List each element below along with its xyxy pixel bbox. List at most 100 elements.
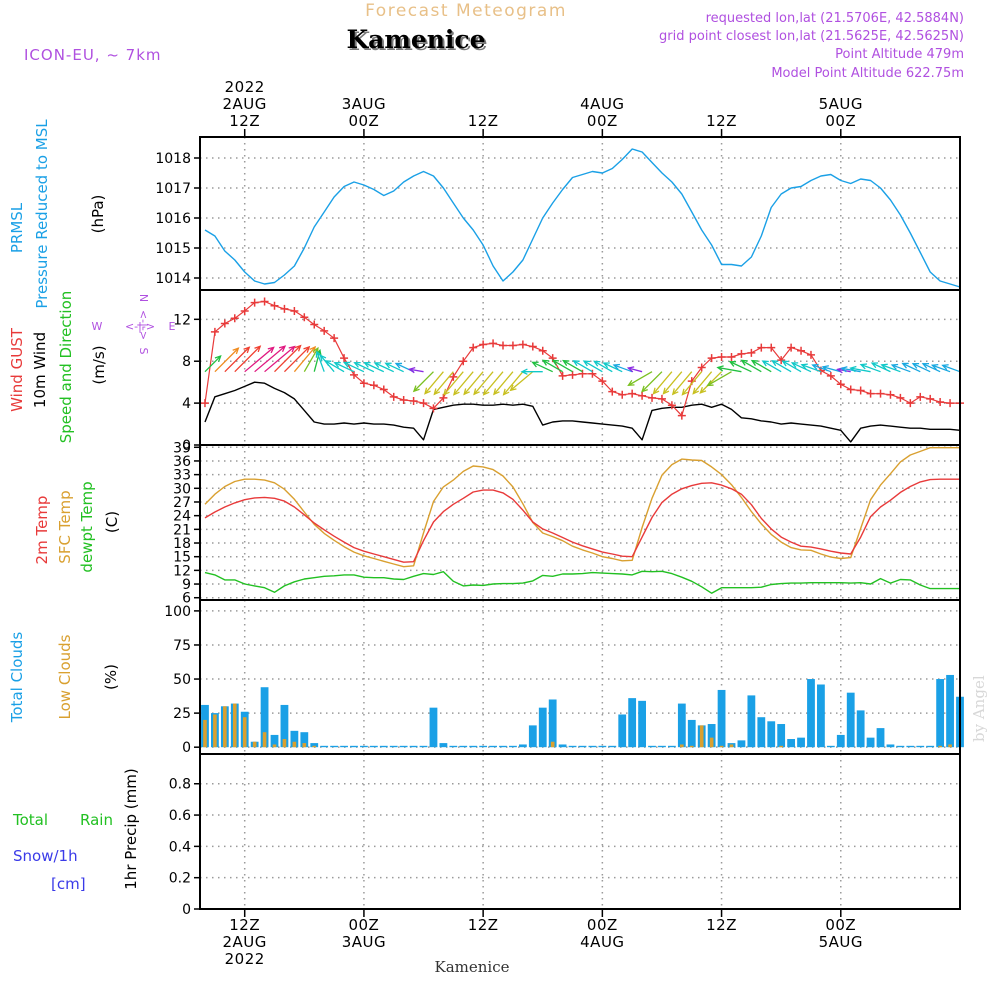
total-cloud-bar bbox=[618, 714, 627, 748]
wind-arrow bbox=[303, 347, 319, 373]
compass-north: N bbox=[137, 294, 150, 302]
gust-marker bbox=[727, 353, 736, 362]
wind-arrow bbox=[483, 371, 504, 396]
wind-arrow bbox=[316, 351, 325, 372]
total-cloud-bar bbox=[797, 737, 805, 748]
wind-arrow bbox=[662, 371, 683, 394]
temp-unit: (C) bbox=[103, 511, 121, 533]
y-tick-label: 75 bbox=[173, 638, 191, 654]
wind-arrow bbox=[542, 359, 563, 373]
wind-arrow-head bbox=[582, 360, 591, 367]
wind-arrow-head bbox=[482, 388, 490, 396]
total-cloud-bar bbox=[906, 745, 915, 748]
gust-marker bbox=[220, 319, 229, 328]
top-time-label: 00Z bbox=[825, 112, 856, 130]
total-cloud-bar bbox=[290, 730, 299, 748]
total-clouds-label: Total Clouds bbox=[8, 632, 26, 724]
location-title-main: Kamenice bbox=[346, 25, 485, 54]
wind-arrow bbox=[552, 359, 573, 373]
gust-marker bbox=[340, 354, 349, 363]
wind-arrow-head bbox=[602, 362, 610, 369]
frame-layer bbox=[194, 129, 961, 917]
wind-arrow-head bbox=[890, 363, 899, 370]
top-time-label: 2AUG bbox=[222, 95, 266, 113]
gust-marker bbox=[479, 340, 488, 349]
wind-direction-label: Speed and Direction bbox=[57, 291, 75, 444]
total-cloud-bar bbox=[429, 707, 438, 748]
top-time-label: 00Z bbox=[348, 112, 379, 130]
wind-arrow-head bbox=[384, 362, 392, 369]
wind-arrow-head bbox=[394, 362, 403, 369]
y-tick-label: 9 bbox=[182, 577, 191, 593]
gust-marker bbox=[528, 342, 537, 351]
low-cloud-bar bbox=[292, 741, 297, 748]
wind-arrow bbox=[493, 371, 514, 395]
total-cloud-bar bbox=[608, 745, 617, 748]
total-cloud-bar bbox=[936, 679, 945, 748]
wind-arrow bbox=[681, 371, 703, 396]
gust-marker bbox=[250, 298, 259, 307]
wind-arrow-head bbox=[652, 387, 660, 395]
gust-marker bbox=[707, 354, 716, 363]
wind-arrow-head bbox=[800, 363, 808, 370]
gust-marker bbox=[618, 390, 627, 399]
y-tick-label: 0.2 bbox=[169, 871, 191, 887]
total-cloud-bar bbox=[598, 745, 607, 748]
wind-arrow bbox=[912, 363, 931, 373]
bottom-time-label: 00Z bbox=[587, 916, 618, 934]
wind-arrow bbox=[922, 363, 941, 373]
low-cloud-bar bbox=[242, 717, 247, 748]
wind-arrow-head bbox=[520, 368, 528, 375]
wind-arrow bbox=[902, 362, 921, 373]
wind-arrow-head bbox=[443, 388, 450, 396]
low-cloud-bar bbox=[729, 744, 734, 748]
top-time-label: 4AUG bbox=[580, 95, 624, 113]
compass-horizontal-arrows: <-|-> bbox=[125, 320, 155, 333]
gust-marker bbox=[598, 377, 607, 386]
total-cloud-bar bbox=[628, 698, 637, 748]
wind-arrow bbox=[293, 346, 316, 373]
wind-arrow bbox=[583, 360, 603, 373]
bottom-time-label: 2AUG bbox=[222, 933, 266, 951]
wind-arrow bbox=[594, 360, 613, 373]
wind-arrow-head bbox=[541, 359, 550, 366]
total-cloud-bar bbox=[489, 745, 497, 748]
wind-arrow bbox=[641, 371, 663, 393]
wind-arrow-head bbox=[716, 365, 724, 372]
gust-marker bbox=[260, 297, 269, 306]
gust-marker bbox=[667, 401, 676, 410]
total-cloud-bar bbox=[310, 743, 319, 748]
y-tick-label: 50 bbox=[173, 672, 191, 688]
total-cloud-bar bbox=[717, 689, 726, 748]
total-cloud-bar bbox=[509, 745, 517, 748]
gust-marker bbox=[379, 385, 388, 394]
wind-arrow-head bbox=[699, 386, 707, 394]
dewpoint-label: dewpt Temp bbox=[78, 481, 96, 572]
total-cloud-bar bbox=[578, 745, 587, 748]
bottom-time-label: 12Z bbox=[229, 916, 260, 934]
grid-point: grid point closest lon,lat (21.5625E, 42… bbox=[659, 29, 964, 44]
gust-marker bbox=[300, 313, 309, 322]
wind-arrow bbox=[463, 371, 484, 395]
total-cloud-bar bbox=[379, 745, 388, 748]
total-cloud-bar bbox=[518, 744, 527, 748]
wind-arrow bbox=[762, 360, 782, 373]
total-cloud-bar bbox=[876, 728, 885, 748]
wind-arrow bbox=[891, 364, 911, 373]
total-cloud-bar bbox=[677, 703, 686, 748]
top-time-label: 00Z bbox=[587, 112, 618, 130]
gust-marker bbox=[499, 341, 508, 350]
wind-arrow-head bbox=[740, 359, 748, 366]
wind-arrow-head bbox=[901, 362, 909, 369]
gust-marker bbox=[518, 340, 527, 349]
y-tick-label: 100 bbox=[164, 604, 191, 620]
wind-arrow-head bbox=[288, 345, 296, 353]
bottom-time-label: 3AUG bbox=[342, 933, 386, 951]
total-cloud-bar bbox=[588, 745, 597, 748]
rain-label: Rain bbox=[80, 811, 113, 829]
y-tick-label: 1014 bbox=[155, 271, 191, 287]
wind-arrow-head bbox=[407, 366, 416, 374]
low-cloud-bar bbox=[262, 732, 267, 748]
wind-arrow-head bbox=[626, 366, 635, 373]
wind-arrow-head bbox=[562, 359, 570, 366]
